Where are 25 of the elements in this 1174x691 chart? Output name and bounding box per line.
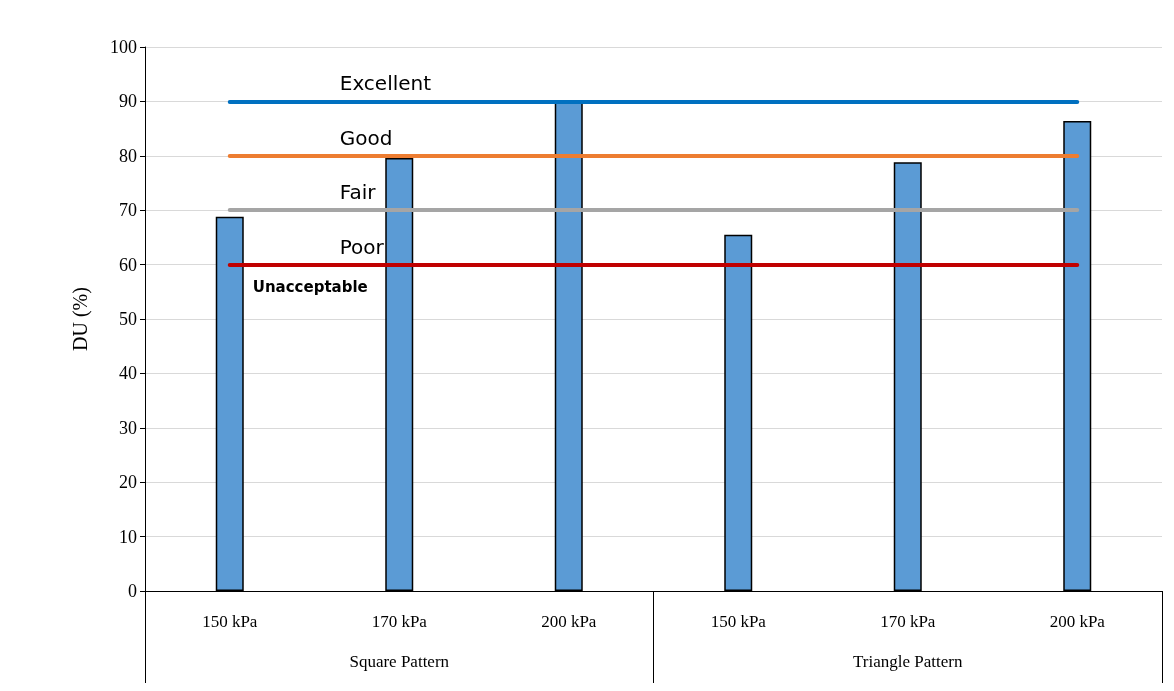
y-tick-label: 60 — [119, 254, 137, 275]
y-tick-label: 30 — [119, 417, 137, 438]
x-tick-label: 170 kPa — [371, 612, 428, 631]
text: Triangle Pattern — [853, 652, 963, 671]
y-tick-label: 70 — [119, 200, 137, 221]
y-tick-label: 40 — [119, 363, 137, 384]
annotation: Unacceptable — [252, 277, 368, 296]
x-tick-label: 150 kPa — [202, 612, 258, 631]
x-tick-label: 200 kPa — [1049, 612, 1106, 631]
x-tick-label: 150 kPa — [710, 612, 767, 631]
ref-line-label: Good — [339, 125, 393, 150]
ref-line-label: Poor — [339, 234, 385, 259]
y-tick-label: 0 — [128, 581, 137, 601]
x-tick-label: 170 kPa — [880, 612, 936, 631]
ref-line-label: Fair — [339, 180, 377, 205]
y-tick-label: 50 — [119, 309, 137, 329]
ref-line-label: Excellent — [339, 71, 432, 96]
y-axis-title: DU (%) — [69, 287, 92, 351]
y-tick-label: 90 — [119, 91, 137, 112]
y-tick-label: 20 — [119, 472, 137, 493]
y-tick-label: 100 — [110, 37, 137, 57]
y-tick-label: 80 — [119, 145, 137, 166]
x-tick-label: 200 kPa — [541, 612, 597, 631]
y-tick-label: 10 — [119, 526, 137, 547]
text: Square Pattern — [349, 652, 450, 671]
